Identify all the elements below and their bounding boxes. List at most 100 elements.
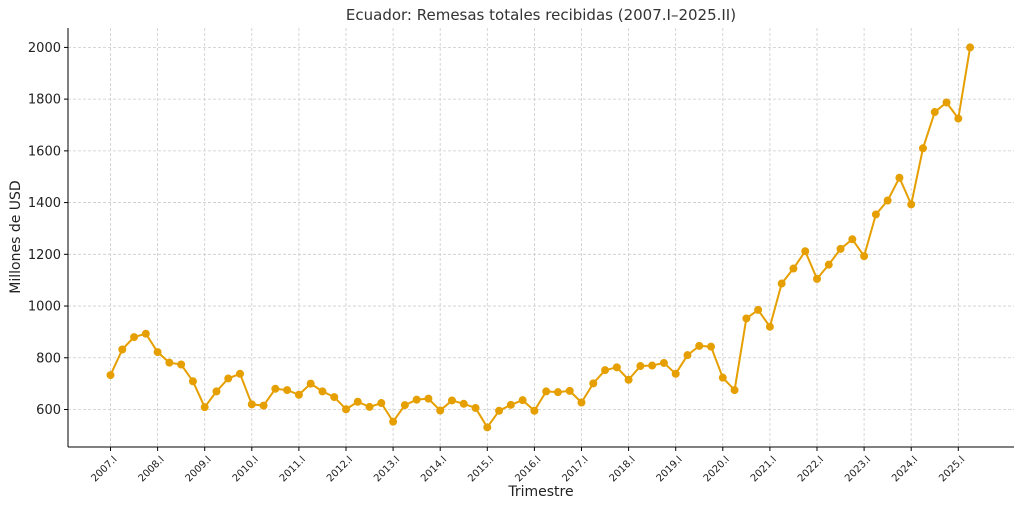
x-axis-label: Trimestre [507, 484, 573, 500]
data-point [636, 362, 645, 371]
x-tick-label: 2007.I [89, 454, 119, 484]
data-point [459, 399, 468, 408]
data-point [377, 399, 386, 408]
y-tick-label: 1400 [28, 196, 61, 211]
data-point [236, 369, 245, 378]
data-point [318, 387, 327, 396]
data-point [671, 369, 680, 378]
data-point [188, 377, 197, 386]
data-point [883, 196, 892, 205]
series-layer [106, 43, 975, 432]
axes [67, 28, 1014, 448]
x-tick-label: 2015.I [466, 454, 496, 484]
x-tick-label: 2019.I [655, 454, 685, 484]
x-tick-label: 2017.I [560, 454, 590, 484]
x-tick-label: 2010.I [231, 454, 261, 484]
y-tick-label: 2000 [28, 41, 61, 56]
data-point [659, 358, 668, 367]
x-tick-label: 2016.I [513, 454, 543, 484]
y-tick-label: 1200 [28, 248, 61, 263]
data-point [212, 387, 221, 396]
x-tick-label: 2008.I [137, 454, 167, 484]
data-point [860, 252, 869, 261]
data-point [848, 235, 857, 244]
data-point [518, 396, 527, 405]
data-point [966, 43, 975, 52]
y-tick-label: 1800 [28, 93, 61, 108]
grid-lines [68, 28, 1014, 447]
data-point [542, 387, 551, 396]
data-point [353, 397, 362, 406]
data-point [824, 260, 833, 269]
y-tick-label: 1000 [28, 300, 61, 315]
data-point [330, 393, 339, 402]
data-point [224, 374, 233, 383]
y-axis-label: Millones de USD [8, 180, 24, 293]
data-point [565, 386, 574, 395]
data-point [624, 375, 633, 384]
x-tick-label: 2025.I [937, 454, 967, 484]
x-tick-label: 2020.I [702, 454, 732, 484]
x-tick-label: 2023.I [843, 454, 873, 484]
data-point [612, 363, 621, 372]
data-point [506, 400, 515, 409]
x-tick-label: 2021.I [749, 454, 779, 484]
data-point [954, 114, 963, 123]
data-point [471, 403, 480, 412]
data-point [789, 264, 798, 273]
data-point [283, 386, 292, 395]
data-point [106, 371, 115, 380]
data-point [424, 394, 433, 403]
data-point [483, 423, 492, 432]
x-tick-label: 2011.I [278, 454, 308, 484]
data-point [918, 144, 927, 153]
data-point [400, 401, 409, 410]
data-point [153, 348, 162, 357]
data-point [871, 210, 880, 219]
data-point [306, 379, 315, 388]
data-point [942, 98, 951, 107]
x-tick-label: 2014.I [419, 454, 449, 484]
data-point [601, 366, 610, 375]
x-ticks: 2007.I 2008.I 2009.I 2010.I 2011.I 2012.I 2013… [89, 447, 967, 484]
data-point [365, 402, 374, 411]
data-point [495, 406, 504, 415]
data-point [436, 406, 445, 415]
data-point [813, 274, 821, 283]
data-point [271, 384, 280, 393]
data-point [907, 200, 916, 209]
data-point [118, 345, 127, 354]
data-point [648, 361, 657, 370]
data-point [200, 403, 209, 412]
data-point [577, 398, 586, 407]
data-point [177, 360, 186, 369]
data-point [530, 406, 539, 415]
data-point [730, 386, 739, 395]
data-point [777, 279, 786, 288]
data-point [683, 351, 692, 360]
data-point [141, 329, 150, 338]
x-tick-label: 2018.I [608, 454, 638, 484]
data-point [707, 342, 716, 351]
data-point [718, 373, 727, 382]
x-tick-label: 2009.I [184, 454, 214, 484]
data-point [765, 322, 774, 331]
data-point [165, 358, 174, 367]
data-point [836, 244, 845, 253]
data-point [895, 173, 904, 182]
data-point [695, 341, 704, 350]
y-tick-label: 1600 [28, 144, 61, 159]
data-point [412, 395, 421, 404]
data-point [754, 305, 763, 314]
chart-title: Ecuador: Remesas totales recibidas (2007… [346, 6, 736, 24]
data-point [342, 405, 350, 414]
data-point [742, 314, 751, 323]
data-point [130, 333, 139, 342]
data-point [259, 401, 268, 410]
x-tick-label: 2024.I [890, 454, 920, 484]
data-point [589, 379, 598, 388]
x-tick-label: 2012.I [325, 454, 355, 484]
data-point [247, 400, 256, 409]
data-point [447, 396, 456, 405]
